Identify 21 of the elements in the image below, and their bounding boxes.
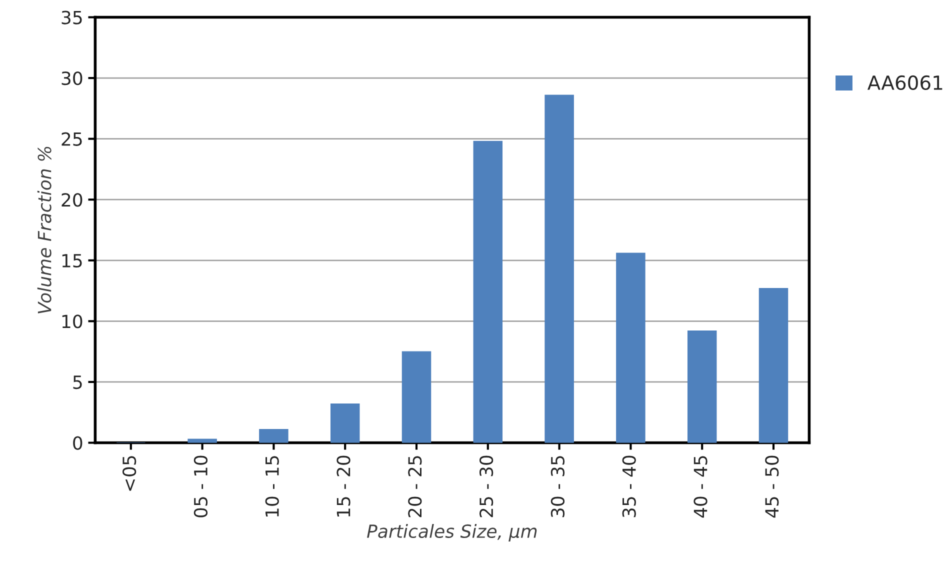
- y-tick-label: 35: [62, 10, 82, 24]
- y-tick-label: 30: [62, 71, 82, 86]
- y-tick-label: 5: [73, 376, 82, 390]
- y-tick-label: 10: [62, 314, 82, 328]
- x-tick-label: 40 - 45: [694, 456, 708, 518]
- y-axis-title: Volume Fraction %: [37, 146, 52, 314]
- x-tick-label: 15 - 20: [336, 456, 350, 517]
- x-axis-title: Particales Size, µm: [367, 524, 537, 542]
- x-tick-label: 25 - 30: [479, 456, 494, 518]
- legend-label: AA6061: [867, 75, 942, 90]
- y-tick-label: 25: [62, 132, 82, 146]
- x-tick-label: 35 - 40: [622, 456, 636, 518]
- x-tick-label: <05: [122, 456, 136, 491]
- x-tick-label: 05 - 10: [194, 456, 208, 518]
- y-tick-label: 15: [62, 254, 82, 268]
- x-tick-label: 45 - 50: [765, 456, 779, 518]
- x-tick-label: 30 - 35: [550, 456, 565, 518]
- x-tick-label: 10 - 15: [265, 456, 279, 517]
- y-tick-label: 0: [73, 436, 82, 450]
- y-tick-label: 20: [62, 193, 82, 207]
- x-tick-label: 20 - 25: [408, 456, 422, 518]
